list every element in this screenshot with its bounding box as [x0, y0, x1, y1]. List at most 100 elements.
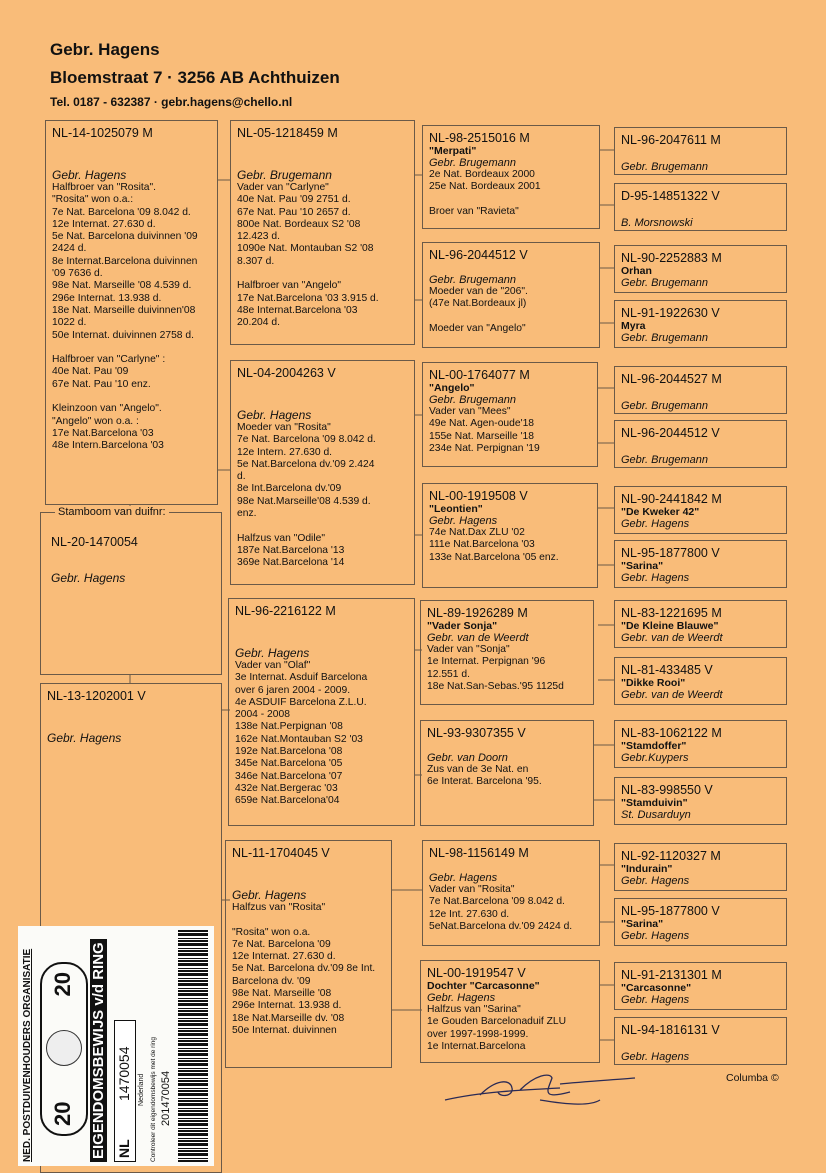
achievement-line: 5e Nat.Barcelona dv.'09 2.424	[237, 458, 375, 470]
pigeon-name: "Dikke Rooi"	[621, 677, 686, 689]
pedigree-box-gen2-4: NL-11-1704045 V Gebr. Hagens Halfzus van "…	[225, 840, 392, 1068]
card-ring-number: 1470054	[116, 1046, 132, 1101]
achievement-line: Halfbroer van "Angelo"	[237, 280, 342, 292]
card-organisation: NED. POSTDUIVENHOUDERS ORGANISATIE	[22, 948, 33, 1162]
spacer	[621, 203, 780, 213]
ring-number: NL-90-2252883 M	[621, 251, 722, 265]
pedigree-box-gen3-2: NL-96-2044512 V Gebr. Brugemann Moeder van…	[422, 242, 600, 348]
achievement-line: Vader van "Mees"	[429, 406, 511, 417]
achievement-line: enz.	[237, 508, 257, 520]
spacer	[235, 618, 408, 646]
breeder-name: Gebr. Brugemann	[237, 168, 332, 182]
ring-number: NL-93-9307355 V	[427, 726, 526, 740]
achievement-line: 12.423 d.	[237, 231, 280, 243]
ring-number: NL-90-2441842 M	[621, 492, 722, 506]
achievement-line: Halfzus van "Odile"	[237, 532, 326, 544]
achievement-line: "Rosita" won o.a.:	[52, 194, 134, 206]
achievement-line: (47e Nat.Bordeaux jl)	[429, 298, 527, 310]
breeder-name: Gebr. Brugemann	[621, 161, 709, 173]
achievement-line: 234e Nat. Perpignan '19	[429, 442, 540, 454]
ring-number: NL-96-2216122 M	[235, 604, 336, 618]
achievement-line: 1090e Nat. Montauban S2 '08	[237, 243, 374, 255]
subject-ring-number: NL-20-1470054	[51, 535, 138, 549]
achievement-line	[52, 391, 211, 403]
pedigree-box-gen4-9: NL-83-1221695 M "De Kleine Blauwe" Gebr. v…	[614, 600, 787, 648]
pedigree-box-gen4-7: NL-90-2441842 M "De Kweker 42" Gebr. Hagen…	[614, 486, 787, 534]
spacer	[232, 860, 385, 888]
spacer	[427, 740, 587, 752]
ring-number: NL-91-2131301 M	[621, 968, 722, 982]
pigeon-name: "Carcasonne"	[621, 982, 692, 994]
breeder-name: Gebr. Brugemann	[429, 394, 517, 406]
achievement-line: "Rosita" won o.a.	[232, 926, 311, 938]
pigeon-name: "De Kleine Blauwe"	[621, 620, 719, 632]
achievement-line: "Angelo" won o.a. :	[52, 415, 139, 427]
pigeon-name: "Sarina"	[621, 918, 664, 930]
pigeon-name: "Angelo"	[429, 382, 475, 394]
achievement-line: d.	[237, 471, 246, 483]
ring-number: NL-95-1877800 V	[621, 546, 720, 560]
pigeon-name: "Indurain"	[621, 863, 673, 875]
achievement-line: 8e Internat.Barcelona duivinnen	[52, 255, 198, 267]
breeder-name: Gebr. van de Weerdt	[427, 632, 529, 644]
spacer	[621, 1037, 780, 1047]
achievement-line: 5e Nat. Barcelona duivinnen '09	[52, 231, 198, 243]
subject-legend: Stamboom van duifnr:	[55, 506, 169, 518]
breeder-name: Gebr. Hagens	[621, 930, 690, 942]
achievement-line: 8e Int.Barcelona dv.'09	[237, 483, 342, 495]
pedigree-box-gen4-5: NL-96-2044527 M Gebr. Brugemann	[614, 366, 787, 414]
ring-number: NL-83-1062122 M	[621, 726, 722, 740]
pedigree-box-gen4-4: NL-91-1922630 V Myra Gebr. Brugemann	[614, 300, 787, 348]
achievement-line: 369e Nat.Barcelona '14	[237, 557, 345, 569]
achievement-line: 2004 - 2008	[235, 709, 290, 721]
achievement-line: Vader van "Sonja"	[427, 644, 510, 655]
achievement-line: 138e Nat.Perpignan '08	[235, 721, 343, 733]
achievement-line: 7e Nat.Barcelona '09 8.042 d.	[429, 896, 565, 908]
achievement-line: 800e Nat. Bordeaux S2 '08	[237, 218, 361, 230]
pedigree-box-gen4-3: NL-90-2252883 M Orhan Gebr. Brugemann	[614, 245, 787, 293]
spacer	[237, 380, 408, 408]
ring-number: D-95-14851322 V	[621, 189, 720, 203]
ring-number: NL-96-2044527 M	[621, 372, 722, 386]
achievement-line: 346e Nat.Barcelona '07	[235, 770, 343, 782]
breeder-name: Gebr. Brugemann	[429, 274, 517, 286]
breeder-name: Gebr. Brugemann	[621, 332, 709, 344]
achievement-line: 20.204 d.	[237, 317, 280, 329]
achievement-line: Moeder van de "206".	[429, 286, 528, 297]
ring-number: NL-91-1922630 V	[621, 306, 720, 320]
subject-breeder: Gebr. Hagens	[51, 571, 126, 585]
spacer	[429, 262, 593, 274]
achievement-line: 345e Nat.Barcelona '05	[235, 758, 343, 770]
achievement-line: 48e Internat.Barcelona '03	[237, 304, 358, 316]
achievement-line: 111e Nat.Barcelona '03	[429, 539, 535, 551]
ring-number: NL-00-1919508 V	[429, 489, 528, 503]
achievement-line: Broer van "Ravieta"	[429, 205, 519, 217]
ring-number: NL-96-2044512 V	[429, 248, 528, 262]
breeder-name: Gebr. Hagens	[621, 572, 690, 584]
ring-number: NL-05-1218459 M	[237, 126, 338, 140]
achievement-line: 296e Internat. 13.938 d.	[232, 1000, 342, 1012]
ring-number: NL-89-1926289 M	[427, 606, 528, 620]
achievement-line: Zus van de 3e Nat. en	[427, 764, 529, 775]
achievement-line: 4e ASDUIF Barcelona Z.L.U.	[235, 696, 367, 708]
achievement-line: 50e Internat. duivinnen 2758 d.	[52, 329, 194, 341]
ring-ownership-card: NED. POSTDUIVENHOUDERS ORGANISATIE 20 20…	[18, 926, 214, 1166]
achievement-line: Halfzus van "Rosita"	[232, 902, 326, 913]
breeder-name: Gebr. Hagens	[429, 872, 498, 884]
achievement-line: 192e Nat.Barcelona '08	[235, 746, 343, 758]
pigeon-name: Orhan	[621, 265, 652, 277]
breeder-name: Gebr. Hagens	[237, 408, 312, 422]
spacer	[237, 140, 408, 168]
ring-number: NL-04-2004263 V	[237, 366, 336, 380]
pedigree-box-gen4-6: NL-96-2044512 V Gebr. Brugemann	[614, 420, 787, 468]
ring-number: NL-14-1025079 M	[52, 126, 153, 140]
breeder-name: Gebr. Hagens	[232, 888, 307, 902]
achievement-line: Vader van "Rosita"	[429, 884, 515, 895]
achievement-line: 12e Internat. 27.630 d.	[232, 951, 336, 963]
breeder-name: Gebr. Brugemann	[429, 157, 517, 169]
pedigree-box-gen4-14: NL-95-1877800 V "Sarina" Gebr. Hagens	[614, 898, 787, 946]
ring-number: NL-95-1877800 V	[621, 904, 720, 918]
pedigree-box-gen4-13: NL-92-1120327 M "Indurain" Gebr. Hagens	[614, 843, 787, 891]
pedigree-box-gen1-1: NL-14-1025079 M Gebr. Hagens Halfbroer van…	[45, 120, 218, 505]
owner-name: Gebr. Hagens	[50, 40, 160, 59]
